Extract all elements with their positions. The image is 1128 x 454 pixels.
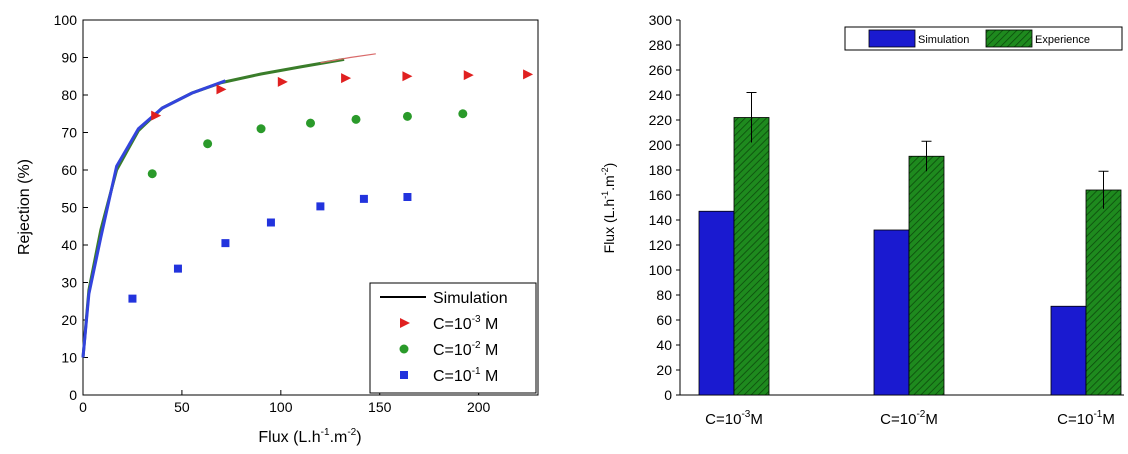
data-point-c3	[341, 73, 352, 84]
data-point-c2	[402, 111, 412, 121]
rejection-y-tick-label: 60	[61, 162, 77, 178]
data-point-c3	[463, 70, 474, 81]
flux-y-tick-label: 180	[649, 162, 673, 178]
flux-y-tick-label: 40	[656, 337, 672, 353]
legend-simulation-text: Simulation	[918, 34, 969, 46]
flux-category-label: C=10-2M	[880, 409, 938, 428]
legend-label-c1: C=10-1 M	[433, 366, 498, 385]
flux-y-tick-label: 160	[649, 187, 673, 203]
data-point-c2	[256, 124, 266, 134]
rejection-legend: Simulation C=10-3 M C=10-2 M C=10-1 M	[369, 282, 537, 394]
flux-bars	[698, 92, 1122, 396]
flux-y-axis: 0 20 40 60 80 100 120 140 160 180 200 220 240 260 280 3…	[649, 12, 680, 403]
data-point-c3	[402, 71, 413, 82]
rejection-x-tick-label: 50	[174, 399, 190, 415]
legend-label-c3: C=10-3 M	[433, 314, 498, 333]
flux-y-tick-label: 20	[656, 362, 672, 378]
rejection-y-axis: 0 10 20 30 40 50 60 70 80 90 100	[54, 12, 88, 403]
experimental-points	[128, 69, 534, 303]
rejection-y-tick-label: 0	[69, 387, 77, 403]
rejection-y-tick-label: 80	[61, 87, 77, 103]
data-point-c1	[266, 218, 275, 227]
data-point-c1	[128, 294, 137, 303]
flux-y-tick-label: 60	[656, 312, 672, 328]
legend-label-c2: C=10-2 M	[433, 340, 498, 359]
rejection-y-tick-label: 50	[61, 200, 77, 216]
experience-bar	[908, 155, 945, 396]
legend-experience-swatch	[985, 29, 1033, 48]
flux-y-tick-label: 100	[649, 262, 673, 278]
simulation-curve	[81, 57, 345, 358]
rejection-x-axis: 0 50 100 150 200	[79, 390, 491, 415]
flux-y-tick-label: 120	[649, 237, 673, 253]
data-point-c1	[403, 193, 412, 201]
legend-experience-text: Experience	[1035, 34, 1090, 46]
simulation-bar	[873, 229, 910, 396]
legend-marker-c3	[400, 318, 410, 328]
flux-y-tick-label: 300	[649, 12, 673, 28]
flux-category-label: C=10-3M	[705, 409, 763, 428]
data-point-c2	[458, 109, 468, 119]
simulation-curves	[81, 53, 376, 358]
data-point-c1	[316, 202, 325, 211]
flux-legend: Simulation Experience	[844, 26, 1123, 51]
flux-y-axis-label: Flux (L.h-1.m-2)	[600, 163, 617, 254]
legend-simulation-label: Simulation	[433, 290, 508, 307]
rejection-x-tick-label: 150	[368, 399, 392, 415]
rejection-y-axis-label: Rejection (%)	[16, 159, 33, 255]
data-point-c2	[203, 139, 213, 149]
flux-y-tick-label: 140	[649, 212, 673, 228]
data-point-c3	[523, 69, 534, 80]
simulation-curve	[81, 79, 226, 358]
data-point-c1	[221, 239, 230, 248]
simulation-bar	[1050, 305, 1087, 396]
data-point-c1	[173, 264, 182, 273]
flux-category-label: C=10-1M	[1057, 409, 1115, 428]
flux-y-tick-label: 200	[649, 137, 673, 153]
experience-bar	[733, 117, 770, 396]
rejection-y-tick-label: 90	[61, 50, 77, 66]
flux-chart: 0 20 40 60 80 100 120 140 160 180 200 220 240 260 280 3…	[600, 12, 1124, 428]
rejection-y-tick-label: 100	[54, 12, 78, 28]
flux-y-tick-label: 240	[649, 87, 673, 103]
rejection-x-axis-label: Flux (L.h-1.m-2)	[258, 427, 361, 446]
data-point-c3	[277, 76, 288, 87]
rejection-y-tick-label: 20	[61, 312, 77, 328]
rejection-y-tick-label: 30	[61, 275, 77, 291]
simulation-curve	[320, 53, 376, 64]
data-point-c2	[147, 169, 157, 179]
experience-bar	[1085, 189, 1122, 396]
flux-y-tick-label: 260	[649, 62, 673, 78]
flux-y-tick-label: 80	[656, 287, 672, 303]
rejection-y-tick-label: 10	[61, 350, 77, 366]
flux-y-tick-label: 220	[649, 112, 673, 128]
data-point-c3	[151, 110, 162, 121]
rejection-y-tick-label: 40	[61, 237, 77, 253]
rejection-y-tick-label: 70	[61, 125, 77, 141]
rejection-x-tick-label: 100	[269, 399, 293, 415]
data-point-c2	[306, 118, 315, 128]
legend-simulation-swatch	[868, 29, 916, 48]
flux-y-tick-label: 0	[664, 387, 672, 403]
flux-y-tick-label: 280	[649, 37, 673, 53]
data-point-c3	[216, 84, 227, 95]
rejection-legend-box	[369, 282, 537, 394]
rejection-x-tick-label: 200	[467, 399, 491, 415]
rejection-chart: 0 10 20 30 40 50 60 70 80 90 100 0 50 100 150 200 Reje…	[16, 12, 539, 446]
flux-x-axis: C=10-3M C=10-2M C=10-1M	[705, 409, 1115, 428]
data-point-c2	[351, 114, 361, 124]
legend-marker-c2	[399, 344, 409, 354]
simulation-bar	[698, 210, 735, 396]
legend-marker-c1	[400, 371, 408, 379]
rejection-x-tick-label: 0	[79, 399, 87, 415]
data-point-c1	[359, 194, 368, 203]
